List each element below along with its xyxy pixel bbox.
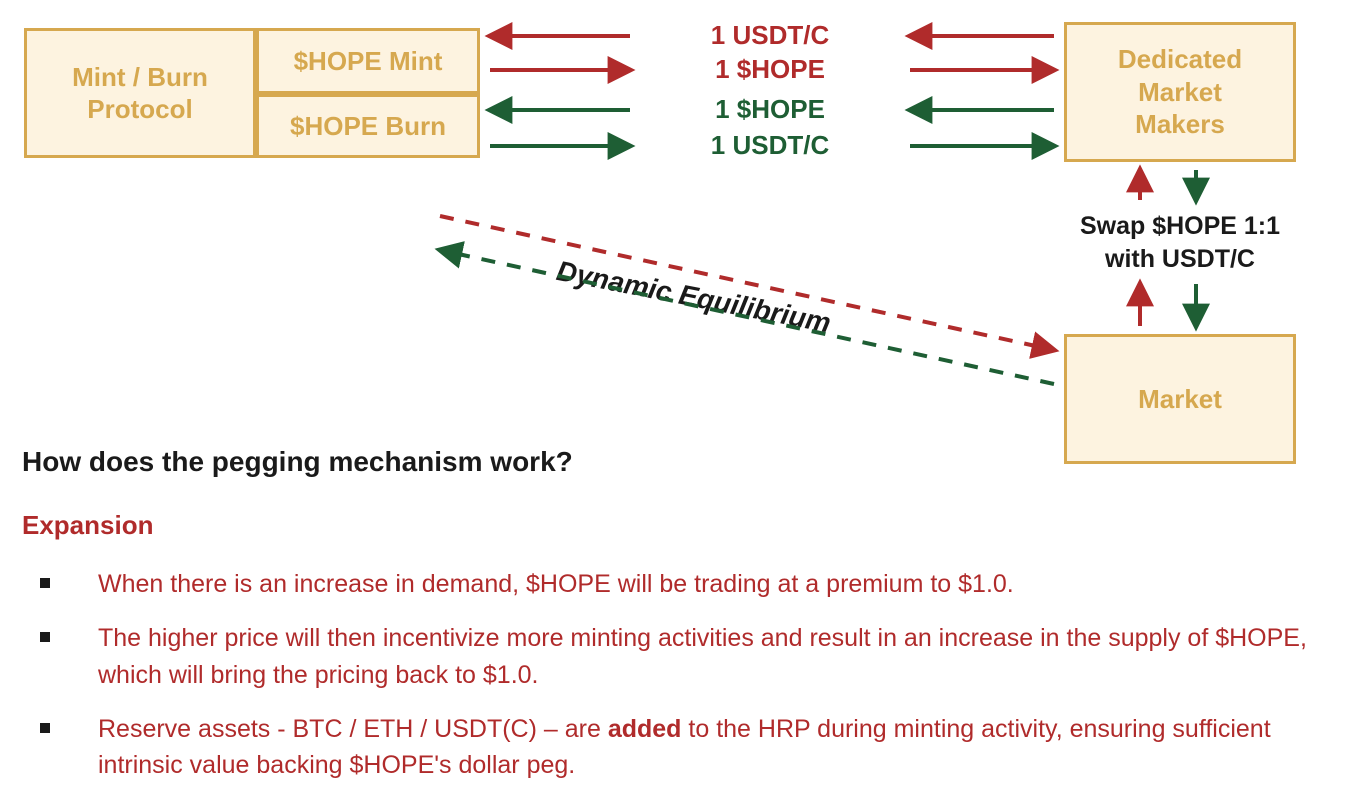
flow-label-usdtc-out: 1 USDT/C <box>640 130 900 161</box>
swap-label: Swap $HOPE 1:1 with USDT/C <box>1040 210 1320 275</box>
bullet-text: When there is an increase in demand, $HO… <box>98 566 1014 602</box>
protocol-box: Mint / Burn Protocol <box>24 28 256 158</box>
bullet-text: Reserve assets - BTC / ETH / USDT(C) – a… <box>98 711 1310 784</box>
mint-box: $HOPE Mint <box>256 28 480 94</box>
list-item: The higher price will then incentivize m… <box>30 620 1310 693</box>
market-makers-box: Dedicated Market Makers <box>1064 22 1296 162</box>
flow-label-hope-out: 1 $HOPE <box>640 54 900 85</box>
list-item: Reserve assets - BTC / ETH / USDT(C) – a… <box>30 711 1310 784</box>
bullet-icon <box>40 632 50 642</box>
market-box: Market <box>1064 334 1296 464</box>
question-heading: How does the pegging mechanism work? <box>22 446 573 478</box>
flow-label-usdtc-in: 1 USDT/C <box>640 20 900 51</box>
dynamic-equilibrium-label: Dynamic Equilibrium <box>554 255 833 340</box>
bullet-list: When there is an increase in demand, $HO… <box>30 566 1310 801</box>
bullet-text: The higher price will then incentivize m… <box>98 620 1310 693</box>
bullet-icon <box>40 578 50 588</box>
flow-label-hope-in: 1 $HOPE <box>640 94 900 125</box>
bullet-icon <box>40 723 50 733</box>
list-item: When there is an increase in demand, $HO… <box>30 566 1310 602</box>
expansion-subheading: Expansion <box>22 510 153 541</box>
burn-box: $HOPE Burn <box>256 94 480 158</box>
